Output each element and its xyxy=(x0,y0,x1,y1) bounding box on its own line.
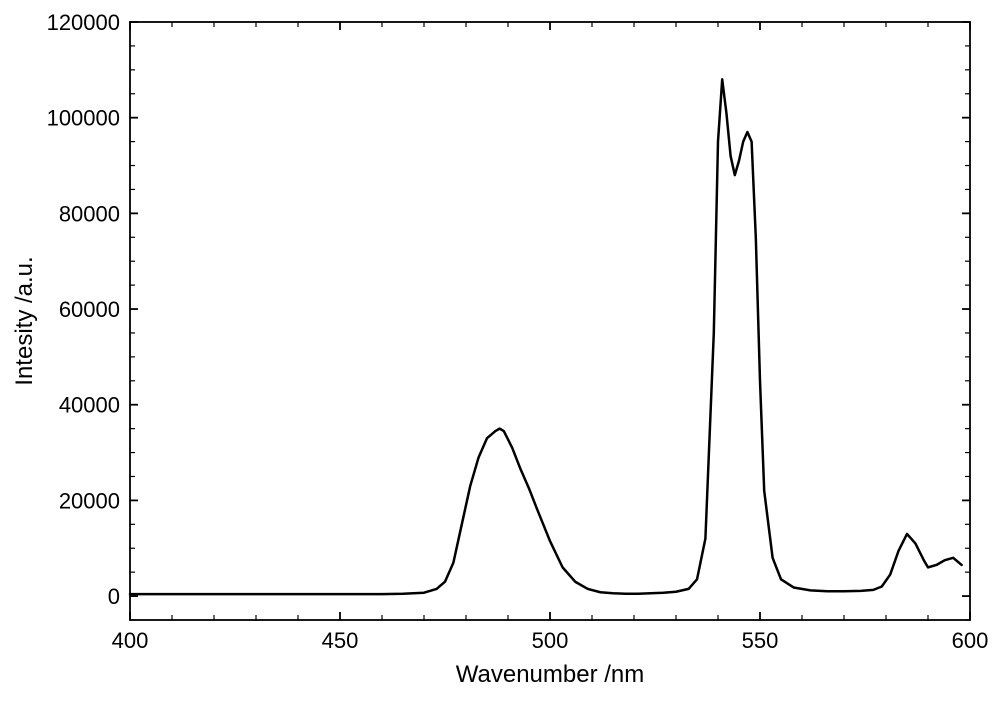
svg-text:500: 500 xyxy=(532,628,569,653)
y-axis-label: Intesity /a.u. xyxy=(11,256,38,385)
svg-text:100000: 100000 xyxy=(47,106,120,131)
x-tick-labels: 400 450 500 550 600 xyxy=(112,628,989,653)
x-minor-ticks xyxy=(172,22,928,620)
svg-text:120000: 120000 xyxy=(47,10,120,35)
data-line xyxy=(130,79,962,594)
y-minor-ticks xyxy=(130,46,970,620)
svg-text:20000: 20000 xyxy=(59,488,120,513)
svg-text:0: 0 xyxy=(108,584,120,609)
svg-text:400: 400 xyxy=(112,628,149,653)
x-major-ticks xyxy=(130,22,970,620)
svg-text:80000: 80000 xyxy=(59,201,120,226)
chart-canvas: 400 450 500 550 600 0 20000 40000 60000 80000 100… xyxy=(0,0,1000,713)
plot-frame xyxy=(130,22,970,620)
svg-text:450: 450 xyxy=(322,628,359,653)
svg-text:40000: 40000 xyxy=(59,393,120,418)
x-axis-label: Wavenumber /nm xyxy=(456,661,645,688)
spectrum-chart: 400 450 500 550 600 0 20000 40000 60000 80000 100… xyxy=(0,0,1000,713)
svg-text:600: 600 xyxy=(952,628,989,653)
svg-text:60000: 60000 xyxy=(59,297,120,322)
svg-text:550: 550 xyxy=(742,628,779,653)
y-major-ticks xyxy=(130,22,970,596)
y-tick-labels: 0 20000 40000 60000 80000 100000 120000 xyxy=(47,10,120,609)
